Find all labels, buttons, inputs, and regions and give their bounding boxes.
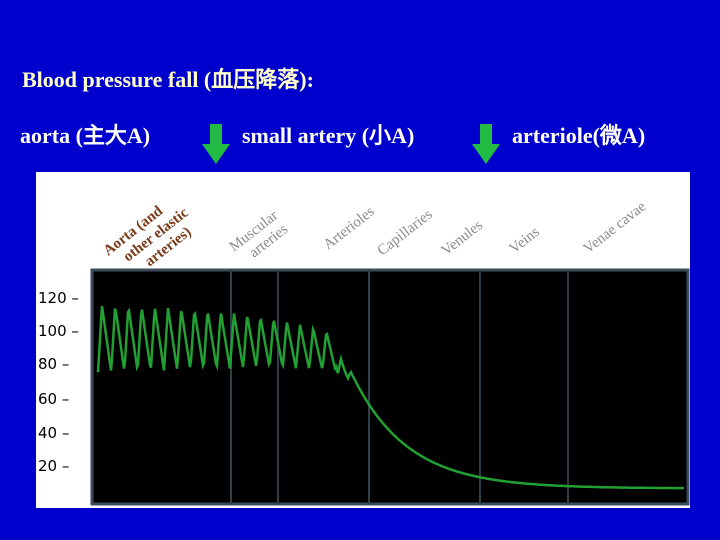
vessel-label-capillaries: Capillaries [375, 206, 436, 259]
small-artery-label: small artery (小A) [242, 123, 415, 148]
aorta-label: aorta (主大A) [20, 123, 151, 148]
blood-pressure-figure: Aorta (andother elasticarteries) Muscula… [36, 172, 690, 508]
down-arrow-icon [202, 124, 230, 164]
slide-title: Blood pressure fall (血压降落): [22, 67, 314, 92]
down-arrow-icon [472, 124, 500, 164]
vessel-label-venae-cavae: Venae cavae [581, 198, 650, 257]
vessel-label-veins: Veins [507, 224, 543, 257]
grid-lines [230, 270, 569, 504]
vessel-label-arterioles: Arterioles [321, 204, 378, 254]
vessel-label-muscular: Musculararteries [227, 208, 292, 269]
y-tick-label: 120 – [38, 289, 79, 307]
y-tick-label: 60 – [38, 390, 69, 408]
y-tick-label: 80 – [38, 355, 69, 373]
y-tick-label: 40 – [38, 424, 69, 442]
pressure-trace [96, 305, 684, 490]
arteriole-label: arteriole(微A) [512, 123, 646, 148]
plot-area [92, 270, 688, 504]
y-tick-label: 100 – [38, 322, 79, 340]
y-tick-label: 20 – [38, 457, 69, 475]
vessel-label-venules: Venules [439, 217, 486, 259]
